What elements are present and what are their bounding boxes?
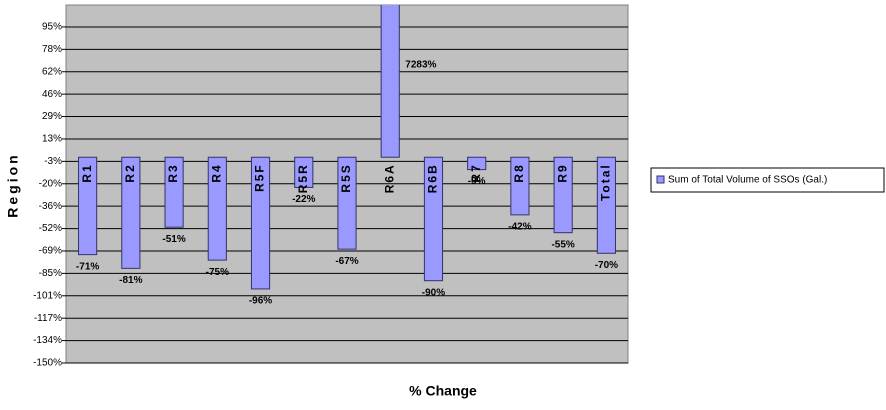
x-tick-label: R5S [339,163,353,192]
legend-swatch [656,175,665,184]
bar [467,156,487,171]
x-tick-label: R9 [555,163,569,182]
y-tick-label: 62% [42,66,62,77]
y-tick-label: -69% [39,246,62,257]
data-label: -22% [292,194,315,205]
x-tick-label: R4 [209,163,223,182]
bar [380,5,400,158]
data-label: -55% [551,239,574,250]
bar [337,156,357,250]
data-label: 7283% [405,60,436,71]
bar [164,156,184,228]
data-label: -90% [422,287,445,298]
data-label: -9% [468,176,486,187]
data-label: -70% [595,260,618,271]
x-axis-title: % Change [409,383,477,399]
data-label: -71% [76,261,99,272]
y-axis-title: Region [5,152,21,217]
bar [553,156,573,234]
data-label: -75% [206,267,229,278]
y-tick-label: 13% [42,134,62,145]
bars [78,5,616,290]
y-tick-label: -117% [34,313,62,324]
y-tick-label: -101% [33,290,62,301]
bar [250,156,271,290]
y-tick-label: -36% [39,201,62,212]
bar [207,156,227,261]
x-tick-label: R8 [512,163,526,182]
y-tick-label: -52% [39,223,62,234]
x-tick-label: R6A [382,163,396,193]
x-tick-label: R1 [80,163,94,182]
bar [510,156,530,216]
legend [650,167,885,193]
y-tick-label: 29% [42,111,62,122]
y-tick-label: -134% [33,335,62,346]
y-tick-label: -3% [44,156,62,167]
x-tick-label: R7 [469,163,483,182]
bar [596,156,616,254]
data-label: -42% [508,222,531,233]
y-tick-label: -20% [39,178,62,189]
y-tick-label: 95% [42,22,62,33]
bar [121,156,141,269]
bar [423,156,444,282]
data-label: -51% [162,234,185,245]
data-label: -81% [119,275,142,286]
y-tick-label: -150% [33,358,62,369]
bar [78,156,98,256]
x-tick-label: R5R [296,163,310,193]
bar [294,156,314,188]
x-tick-label: R2 [123,163,137,182]
legend-label: Sum of Total Volume of SSOs (Gal.) [668,175,827,186]
data-label: -67% [335,256,358,267]
data-label: -96% [249,296,272,307]
x-tick-label: R3 [166,163,180,182]
x-tick-label: Total [599,163,613,201]
y-tick-label: 78% [42,44,62,55]
x-tick-label: R5F [253,163,267,192]
y-tick-label: 46% [42,89,62,100]
y-tick-label: -85% [39,268,62,279]
x-tick-label: R6B [426,163,440,193]
